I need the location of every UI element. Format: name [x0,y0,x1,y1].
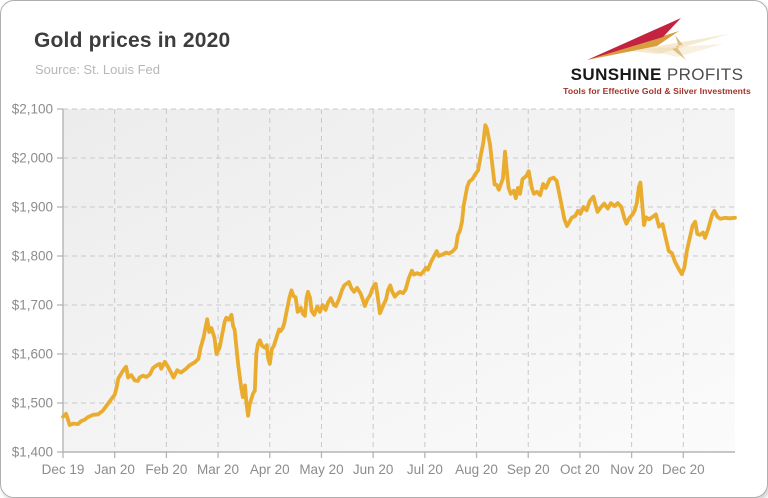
x-axis-label: Mar 20 [197,462,239,477]
x-axis-label: Feb 20 [145,462,187,477]
x-axis-label: Jul 20 [407,462,443,477]
x-axis-label: Jun 20 [353,462,394,477]
source-label: Source: St. Louis Fed [35,62,161,77]
x-axis-label: Apr 20 [250,462,290,477]
x-axis-label: Nov 20 [610,462,653,477]
plot-area [63,109,735,452]
x-axis-label: May 20 [299,462,343,477]
x-axis-label: Jan 20 [94,462,135,477]
y-axis-label: $1,900 [12,200,53,215]
logo-arrow-icon [587,18,729,60]
y-axis-label: $1,800 [12,249,53,264]
y-axis-label: $2,100 [12,102,53,117]
y-axis-label: $2,000 [12,151,53,166]
y-axis-label: $1,500 [12,396,53,411]
y-axis-label: $1,600 [12,347,53,362]
y-axis-label: $1,400 [12,445,53,460]
x-axis-label: Dec 20 [662,462,705,477]
x-axis-label: Sep 20 [507,462,550,477]
price-line [61,123,737,427]
logo-name: SUNSHINE PROFITS [561,66,753,84]
logo-name-profits: PROFITS [666,65,744,84]
logo-name-sunshine: SUNSHINE [570,65,662,84]
y-axis-label: $1,700 [12,298,53,313]
logo-arrow-pale-echo [643,44,723,57]
sunshine-profits-logo: SUNSHINE PROFITS Tools for Effective Gol… [561,13,753,96]
logo-tagline: Tools for Effective Gold & Silver Invest… [563,85,751,96]
logo-bolt [672,35,686,60]
page-title: Gold prices in 2020 [34,29,231,52]
x-axis-label: Aug 20 [455,462,498,477]
x-axis-label: Oct 20 [560,462,600,477]
x-axis-label: Dec 19 [42,462,85,477]
logo-arrow-red [587,18,681,60]
